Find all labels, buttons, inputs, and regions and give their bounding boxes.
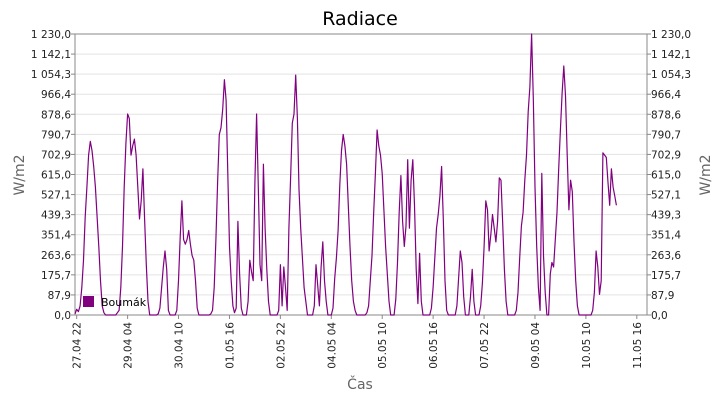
y-tick-label: 1 054,3 [31,69,71,81]
y-tick-label: 790,7 [41,129,71,141]
legend-swatch [83,296,94,307]
chart-title: Radiace [322,8,398,30]
y-tick-label: 439,3 [651,210,681,222]
y-tick-label: 87,9 [651,290,674,302]
y-tick-label: 1 054,3 [651,69,691,81]
y-axis-label-left: W/m2 [12,154,28,195]
legend: Boumák [83,296,147,309]
y-tick-label: 966,4 [651,89,681,101]
series-line [74,33,617,316]
y-axis-label-right: W/m2 [698,154,714,195]
x-tick-label: 02.05 22 [275,322,287,369]
x-tick-label: 27.04 22 [72,322,84,369]
y-tick-label: 0,0 [651,310,668,322]
x-tick-label: 09.05 04 [530,322,542,369]
series-layer [74,33,617,316]
x-tick-label: 05.05 10 [377,322,389,369]
y-tick-label: 1 142,1 [651,49,691,61]
y-tick-label: 351,4 [41,230,71,242]
y-tick-label: 615,0 [41,170,71,182]
x-axis-label: Čas [347,375,373,393]
x-tick-label: 04.05 04 [326,322,338,369]
y-tick-label: 615,0 [651,170,681,182]
y-tick-label: 702,9 [41,149,71,161]
y-tick-label: 87,9 [48,290,71,302]
grid [75,53,647,296]
y-tick-label: 175,7 [41,270,71,282]
y-tick-label: 351,4 [651,230,681,242]
y-tick-label: 1 230,0 [651,29,691,41]
y-tick-label: 175,7 [651,270,681,282]
y-tick-label: 263,6 [651,250,681,262]
y-tick-labels-left: 0,0 87,9 175,7 263,6 351,4 439,3 527,1 615,0 702… [31,29,75,322]
y-tick-label: 439,3 [41,210,71,222]
y-tick-labels-right: 0,0 87,9 175,7 263,6 351,4 439,3 527,1 615,0 702… [647,29,691,322]
legend-label: Boumák [101,296,147,309]
x-tick-label: 06.05 16 [428,322,440,369]
y-tick-label: 966,4 [41,89,71,101]
y-tick-label: 1 230,0 [31,29,71,41]
x-tick-labels: 27.04 22 29.04 04 30.04 10 01.05 16 02.05 22… [72,315,644,369]
y-tick-label: 878,6 [41,109,71,121]
y-tick-label: 0,0 [54,310,71,322]
y-tick-label: 527,1 [41,190,71,202]
y-tick-label: 527,1 [651,190,681,202]
y-tick-label: 263,6 [41,250,71,262]
x-tick-label: 11.05 16 [632,322,644,369]
y-tick-label: 1 142,1 [31,49,71,61]
y-tick-label: 702,9 [651,149,681,161]
x-tick-label: 01.05 16 [224,322,236,369]
x-tick-label: 10.05 10 [581,322,593,369]
x-tick-label: 07.05 22 [479,322,491,369]
x-tick-label: 30.04 10 [174,322,186,369]
x-tick-label: 29.04 04 [123,322,135,369]
y-tick-label: 878,6 [651,109,681,121]
y-tick-label: 790,7 [651,129,681,141]
